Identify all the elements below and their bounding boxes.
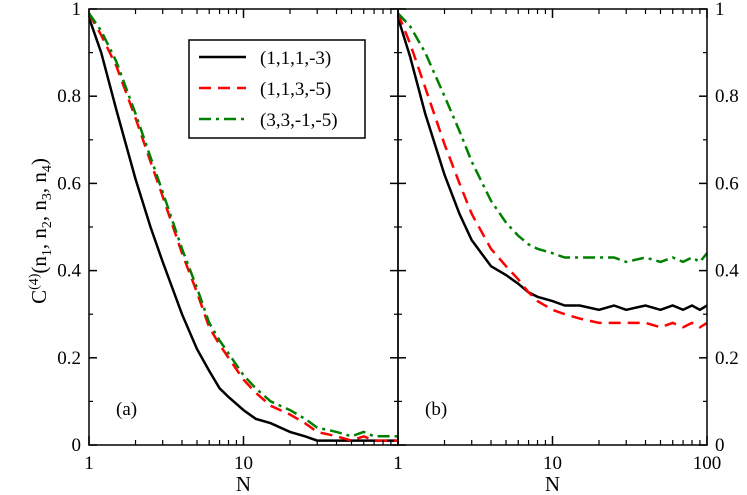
y-tick-label: 1 [715,0,725,20]
panel-label: (a) [116,399,137,420]
x-tick-label: 1 [84,453,94,474]
series-line-3 [398,12,707,264]
y-tick-label: 0.6 [57,173,81,194]
y-tick-label: 0.2 [715,348,739,369]
y-tick-label: 0.8 [57,86,81,107]
series-line-2 [398,12,707,329]
y-tick-label: 0.8 [715,86,739,107]
y-tick-label: 0.6 [715,173,739,194]
legend-label-2: (1,1,3,-5) [260,79,331,100]
panel-a: 0 0.2 0.4 0.6 0.8 1 1 10 1 N (a) [57,0,403,495]
legend-label-1: (1,1,1,-3) [260,48,331,69]
y-axis-title: C(4)(n1, n2, n3, n4) [27,158,55,304]
legend-label-3: (3,3,-1,-5) [260,110,338,131]
panel-b: 0 0.2 0.4 0.6 0.8 1 1 10 100 N (b) [393,0,739,495]
x-tick-label: 10 [543,453,562,474]
x-tick-label: 1 [393,453,403,474]
y-tick-label: 0.4 [715,261,739,282]
x-tick-label: 1 [393,453,403,474]
plot-frame [397,8,708,446]
panel-label: (b) [425,399,447,420]
y-tick-label: 0 [715,435,725,456]
y-tick-label: 0 [72,435,82,456]
y-tick-label: 1 [72,0,82,20]
series-line-1 [89,17,398,442]
y-tick-label: 0.4 [57,261,81,282]
series-line-2 [89,12,398,442]
legend: (1,1,1,-3) (1,1,3,-5) (3,3,-1,-5) [188,39,366,139]
x-tick-label: 100 [693,453,722,474]
x-axis-title: N [545,472,560,495]
x-tick-label: 10 [234,453,253,474]
y-tick-label: 0.2 [57,348,81,369]
series-line-3 [89,12,398,438]
series-line-1 [398,17,707,312]
x-axis-title: N [236,472,251,495]
